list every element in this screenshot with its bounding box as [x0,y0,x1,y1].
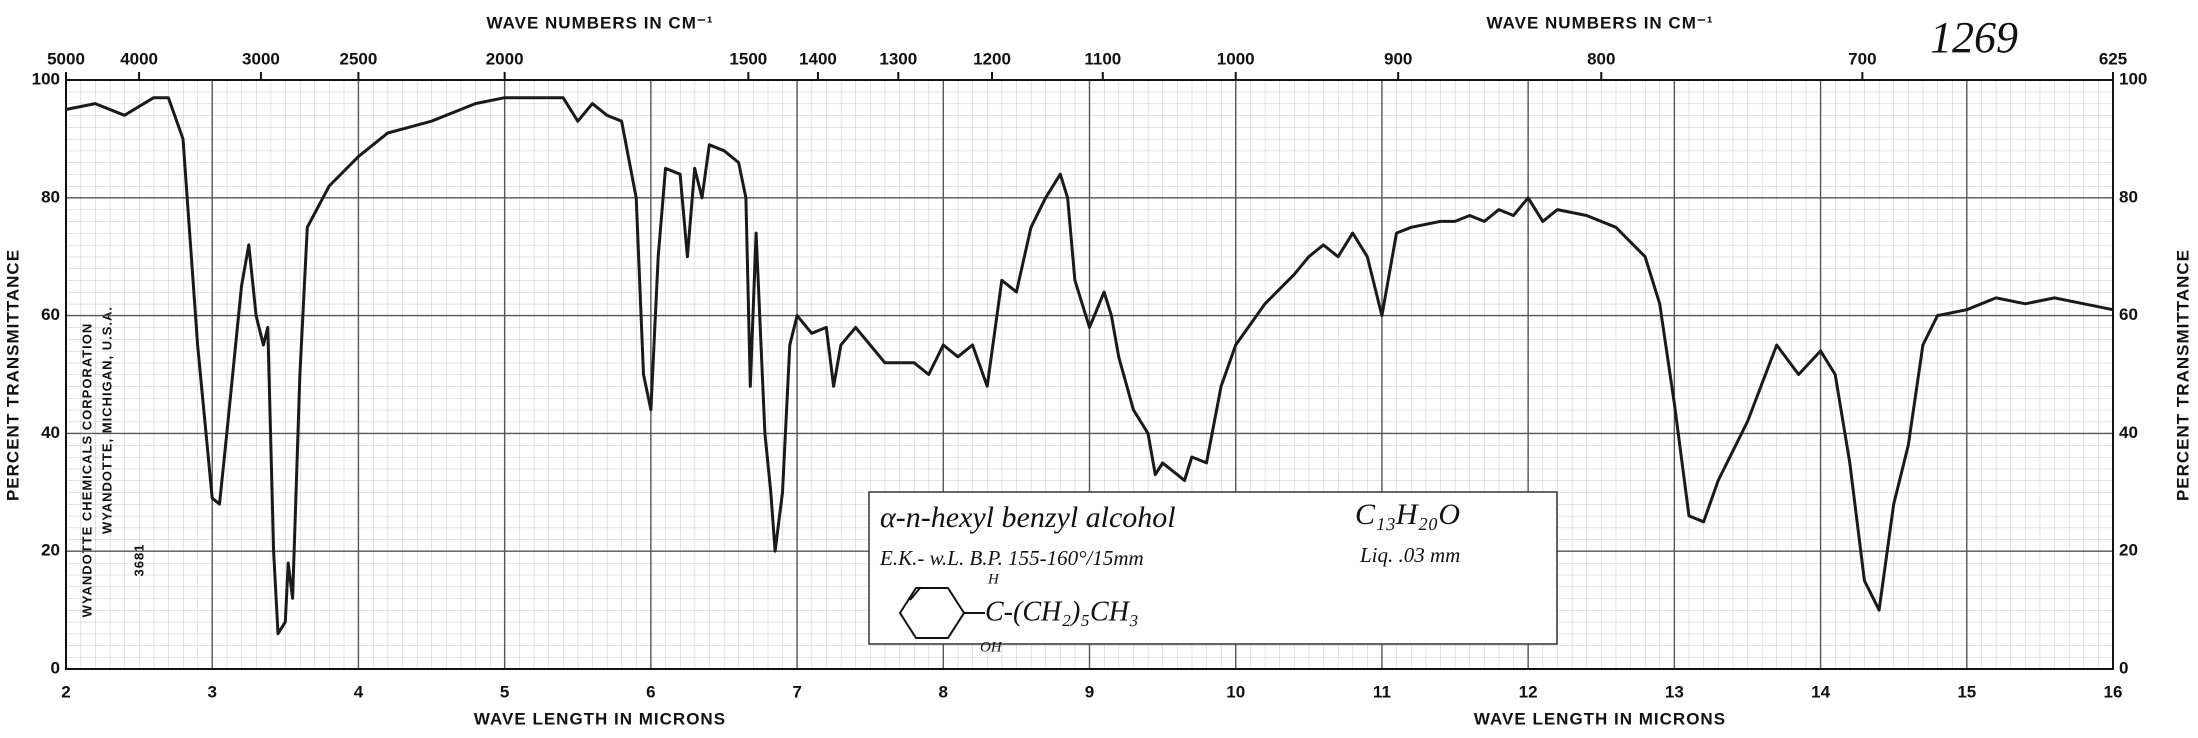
x-tick-label: 7 [792,682,801,701]
structure-h: H [987,571,1000,587]
x2-tick-label: 2500 [340,49,378,68]
x-tick-label: 4 [354,682,364,701]
y-tick-label: 60 [2119,305,2138,324]
y-tick-label: 100 [32,69,60,88]
x-tick-label: 3 [207,682,216,701]
x-tick-label: 8 [939,682,948,701]
x-tick-label: 10 [1226,682,1245,701]
sample-number: 1269 [1930,13,2018,62]
compound-name: α-n-hexyl benzyl alcohol [880,501,1176,534]
x2-tick-label: 800 [1587,49,1615,68]
x-tick-label: 13 [1665,682,1684,701]
plot-frame [65,79,2114,670]
y-tick-label: 0 [51,658,60,677]
x-axis-title: WAVE LENGTH IN MICRONS [474,709,726,728]
x-tick-label: 11 [1373,682,1391,701]
y-tick-label: 60 [41,305,60,324]
x2-tick-label: 625 [2099,49,2127,68]
x2-tick-label: 3000 [242,49,280,68]
cell-thickness: Liq. .03 mm [1359,543,1460,567]
x2-tick-label: 5000 [47,49,85,68]
x-tick-label: 9 [1085,682,1094,701]
x2-tick-label: 1300 [879,49,917,68]
x-tick-label: 12 [1519,682,1538,701]
x-tick-label: 6 [646,682,655,701]
y-tick-label: 20 [41,541,60,560]
structure-oh: OH [980,639,1003,655]
y-tick-label: 80 [2119,187,2138,206]
conditions: E.K.- w.L. B.P. 155-160°/15mm [879,546,1144,570]
x2-tick-label: 900 [1384,49,1412,68]
x2-axis-title: WAVE NUMBERS IN CM⁻¹ [1487,13,1714,32]
annotation-box: α-n-hexyl benzyl alcohol C₁₃H₂₀O E.K.- w… [868,491,1558,655]
x2-tick-label: 700 [1848,49,1876,68]
x2-tick-label: 4000 [120,49,158,68]
y-tick-label: 20 [2119,541,2138,560]
x2-tick-label: 1000 [1217,49,1255,68]
x2-axis-title: WAVE NUMBERS IN CM⁻¹ [487,13,714,32]
y-axis-title: PERCENT TRANSMITTANCE [3,249,22,501]
y-axis-title: PERCENT TRANSMITTANCE [2173,249,2192,501]
y-tick-label: 0 [2119,658,2128,677]
x-tick-label: 2 [61,682,70,701]
x-tick-label: 15 [1957,682,1976,701]
structure-chain: C-(CH₂)₅CH₃ [985,596,1139,627]
x2-tick-label: 1400 [799,49,837,68]
y-tick-label: 80 [41,187,60,206]
x2-tick-label: 2000 [486,49,524,68]
x2-tick-label: 1500 [729,49,767,68]
x-tick-label: 5 [500,682,509,701]
y-tick-label: 40 [41,423,60,442]
ring-bond [909,587,921,601]
y-tick-label: 40 [2119,423,2138,442]
stamp-city: WYANDOTTE, MICHIGAN, U.S.A. [99,306,114,534]
x2-tick-label: 1100 [1084,49,1121,68]
label-box [868,491,1558,645]
stamp-number: 3681 [131,544,146,577]
x2-tick-label: 1200 [973,49,1011,68]
x-tick-label: 14 [1811,682,1830,701]
stamp-company: WYANDOTTE CHEMICALS CORPORATION [79,323,94,618]
x-axis-title: WAVE LENGTH IN MICRONS [1474,709,1726,728]
x-tick-label: 16 [2104,682,2123,701]
y-tick-label: 100 [2119,69,2147,88]
spectrum-line [65,96,2114,636]
formula: C₁₃H₂₀O [1355,498,1460,531]
